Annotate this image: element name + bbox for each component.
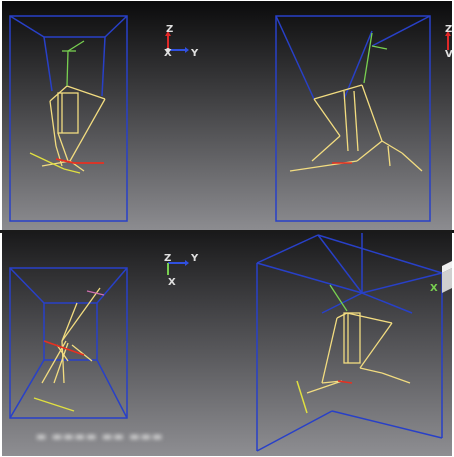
left-feet: [29, 152, 81, 174]
axis-z-label: Z: [166, 24, 173, 35]
left-frame-box: [9, 15, 128, 222]
bottom-left-hip: [43, 340, 85, 356]
left-skeleton: [41, 85, 106, 172]
bottom-right-feet: [296, 380, 308, 414]
bottom-left-feet: [33, 397, 75, 412]
axis-triad-top-right: Z V: [445, 24, 452, 60]
right-skeleton: [289, 84, 423, 172]
axis-z-label-bottom: Z: [164, 253, 171, 264]
axis-z-label-right: Z: [445, 24, 452, 35]
bottom-right-hip: [337, 380, 353, 384]
bottom-left-pink: [86, 290, 105, 296]
axis-triad-top-left: Z X Y: [164, 24, 199, 59]
top-viewport-canvas[interactable]: Z X Y: [2, 1, 452, 230]
left-hip: [55, 158, 104, 164]
bottom-right-spine: [329, 284, 348, 312]
status-readout: ▬ ▬▬▬▬ ▬▬ ▬▬▬: [36, 430, 164, 443]
right-frame-box: [275, 15, 431, 222]
axis-x-label-bottom: X: [168, 277, 176, 288]
bottom-left-skeleton: [41, 287, 101, 384]
left-spine: [62, 40, 85, 87]
bottom-left-frame-box: [9, 267, 128, 419]
bottom-right-skeleton: [306, 312, 411, 394]
axis-y-label-bottom: Y: [190, 253, 199, 264]
axis-x-label-bottom-right: X: [430, 283, 438, 294]
nav-cube-icon[interactable]: [442, 261, 452, 293]
viewport-divider[interactable]: [0, 230, 454, 233]
axis-v-label-right: V: [445, 49, 452, 60]
axis-y-label: Y: [190, 48, 199, 59]
right-spine: [363, 32, 388, 84]
bottom-right-frame-box: [256, 233, 443, 452]
top-viewport[interactable]: Z X Y: [2, 1, 452, 230]
bottom-viewport[interactable]: Z Y X: [2, 233, 452, 456]
axis-x-label: X: [164, 48, 172, 59]
axis-triad-bottom-left: Z Y X: [164, 253, 199, 288]
bottom-viewport-canvas[interactable]: Z Y X: [2, 233, 452, 456]
